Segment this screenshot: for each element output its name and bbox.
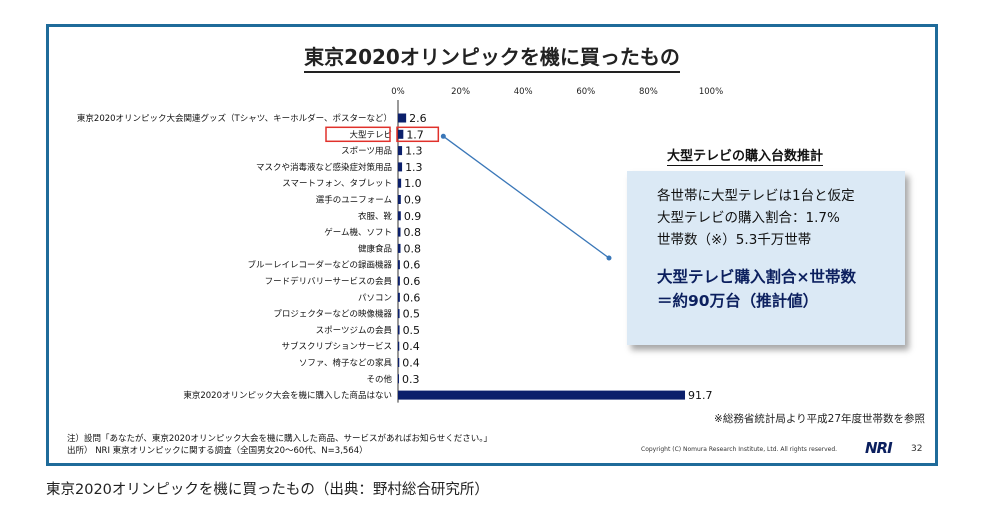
bar — [398, 211, 401, 221]
category-label: 東京2020オリンピック大会関連グッズ（Tシャツ、キーホルダー、ポスターなど） — [77, 113, 392, 124]
estimate-title: 大型テレビの購入台数推計 — [667, 145, 824, 166]
x-tick-label: 0% — [391, 87, 405, 97]
connector-line — [442, 135, 610, 259]
bar — [398, 227, 401, 237]
estimate-box: 各世帯に大型テレビは1台と仮定 大型テレビの購入割合：1.7% 世帯数（※）5.… — [627, 171, 905, 345]
footnote-source: 出所） NRI 東京オリンピックに関する調査（全国男女20～60代、N=3,56… — [67, 446, 368, 456]
bar — [398, 113, 407, 123]
bar — [398, 341, 400, 351]
category-label: パソコン — [358, 293, 392, 303]
value-label: 0.8 — [404, 226, 422, 239]
image-caption: 東京2020オリンピックを機に買ったもの（出典：野村総合研究所） — [46, 482, 489, 498]
bar — [398, 162, 403, 172]
value-label: 1.0 — [404, 177, 422, 190]
value-label: 2.6 — [409, 112, 427, 125]
category-label: サブスクリプションサービス — [281, 341, 392, 352]
value-label: 0.9 — [404, 194, 422, 207]
copyright-text: Copyright (C) Nomura Research Institute,… — [641, 446, 838, 453]
category-label: ブルーレイレコーダーなどの録画機器 — [247, 260, 392, 271]
category-label: 東京2020オリンピック大会を機に購入した商品はない — [183, 390, 392, 401]
bar — [398, 260, 400, 270]
category-label: フードデリバリーサービスの会員 — [265, 276, 393, 287]
page-number: 32 — [911, 444, 923, 454]
category-label: マスクや消毒液など感染症対策用品 — [256, 162, 392, 173]
value-label: 1.7 — [406, 128, 424, 141]
category-label: 大型テレビ — [349, 129, 392, 140]
x-tick-label: 80% — [639, 87, 658, 97]
bar — [398, 292, 400, 302]
bar — [398, 309, 400, 319]
bar — [398, 374, 399, 384]
footnote-question: 注）設問「あなたが、東京2020オリンピック大会を機に購入した商品、サービスがあ… — [67, 434, 493, 444]
category-label: その他 — [366, 374, 392, 385]
category-label: ソファ、椅子などの家具 — [299, 358, 393, 369]
value-label: 0.4 — [402, 357, 420, 370]
estimate-source-note: ※総務省統計局より平成27年度世帯数を参照 — [714, 413, 925, 425]
bar — [398, 243, 401, 253]
value-label: 0.5 — [403, 308, 421, 321]
category-label: ゲーム機、ソフト — [324, 227, 392, 238]
bar — [398, 325, 400, 335]
bar — [398, 146, 403, 156]
category-label: スポーツ用品 — [341, 147, 392, 157]
bar — [398, 129, 404, 139]
estimate-line: 大型テレビの購入割合：1.7% — [657, 210, 840, 226]
bar — [398, 276, 400, 286]
connector-end-dot — [606, 255, 612, 261]
estimate-result: ＝約90万台（推計値） — [657, 292, 819, 310]
category-label: プロジェクターなどの映像機器 — [273, 309, 392, 320]
category-label: 選手のユニフォーム — [316, 195, 392, 206]
value-label: 0.4 — [402, 340, 420, 353]
purchase-bar-chart: 0% 20% 40% 60% 80% 100% 東京2020オリンピック大会関連グッズ（Tシ… — [77, 87, 723, 403]
category-label: 健康食品 — [358, 243, 392, 254]
value-label: 0.8 — [404, 242, 422, 255]
nri-logo: NRI — [865, 439, 893, 457]
category-label: 衣服、靴 — [358, 211, 393, 222]
bar — [398, 358, 400, 367]
category-label: スマートフォン、タブレット — [282, 178, 392, 189]
bar — [398, 178, 402, 188]
footnote: 注）設問「あなたが、東京2020オリンピック大会を機に購入した商品、サービスがあ… — [67, 433, 492, 457]
bar — [398, 390, 686, 400]
value-label: 1.3 — [405, 145, 423, 158]
x-tick-label: 60% — [576, 87, 595, 97]
x-tick-label: 100% — [699, 87, 723, 97]
category-label: スポーツジムの会員 — [316, 325, 393, 336]
value-label: 1.3 — [405, 161, 423, 174]
value-label: 0.6 — [403, 291, 421, 304]
estimate-formula: 大型テレビ購入割合×世帯数 — [657, 268, 856, 286]
slide-frame: 東京2020オリンピックを機に買ったもの 0% 20% 40% 60% 80% 100% 東… — [46, 24, 938, 466]
value-label: 0.5 — [403, 324, 421, 337]
x-tick-label: 40% — [514, 87, 533, 97]
slide-title: 東京2020オリンピックを機に買ったもの — [49, 41, 935, 73]
x-tick-label: 20% — [451, 87, 470, 97]
slide-title-text: 東京2020オリンピックを機に買ったもの — [304, 45, 680, 73]
value-label: 0.6 — [403, 259, 421, 272]
bar — [398, 195, 401, 204]
highlight-value-box — [396, 126, 440, 143]
value-label: 0.9 — [404, 210, 422, 223]
estimate-line: 各世帯に大型テレビは1台と仮定 — [657, 188, 855, 204]
value-label: 0.3 — [402, 373, 420, 386]
value-label: 0.6 — [403, 275, 421, 288]
estimate-line: 世帯数（※）5.3千万世帯 — [657, 232, 812, 248]
value-label: 91.7 — [688, 389, 713, 402]
highlight-category-box — [325, 126, 391, 143]
